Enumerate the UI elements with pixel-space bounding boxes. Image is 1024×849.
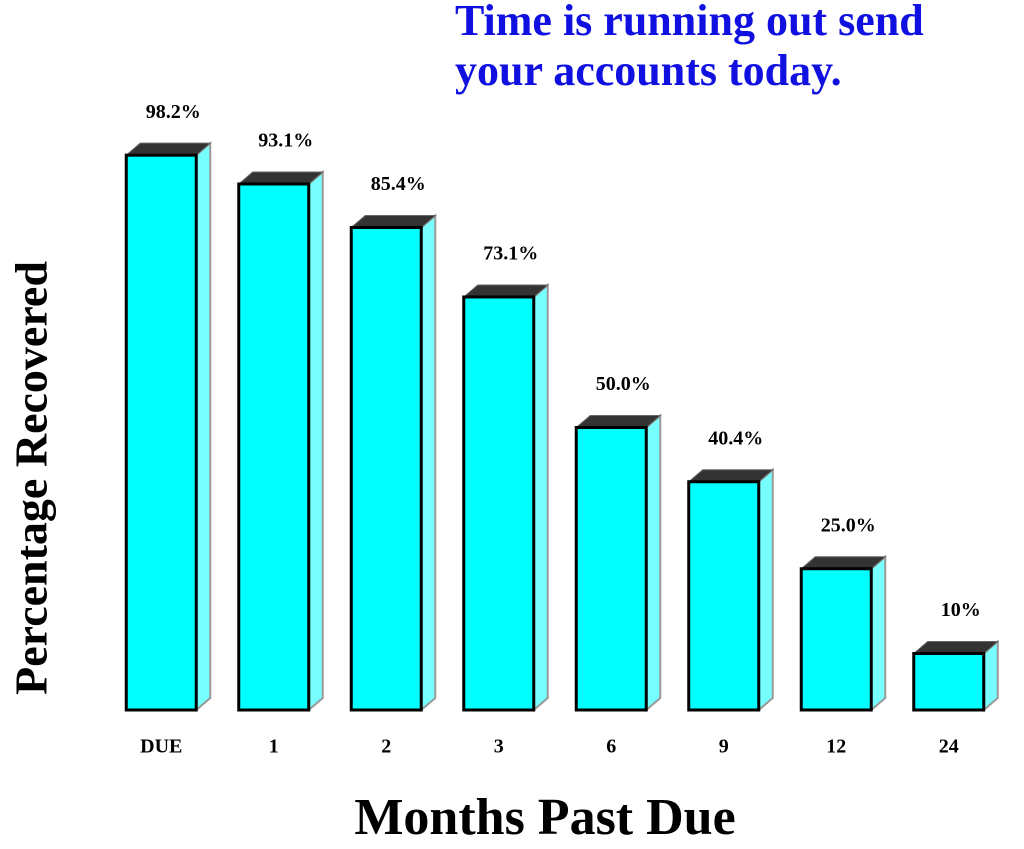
x-tick-label: 6: [606, 736, 616, 758]
x-tick-label: 2: [381, 736, 391, 758]
x-tick-label: 3: [494, 736, 504, 758]
bar: [912, 652, 986, 712]
x-axis-label: Months Past Due: [354, 789, 735, 846]
bar-side: [420, 213, 437, 713]
value-label: 98.2%: [146, 101, 201, 123]
bar: [124, 153, 198, 712]
chart-title: Time is running out send your accounts t…: [455, 0, 924, 95]
bar-top: [237, 171, 325, 185]
bar: [574, 426, 648, 712]
x-tick-label: 12: [826, 736, 846, 758]
x-tick-label: 9: [719, 736, 729, 758]
bar: [349, 225, 423, 712]
bar: [237, 182, 311, 712]
bar-top: [124, 142, 212, 156]
bar-side: [645, 413, 662, 713]
y-axis-label: Percentage Recovered: [6, 261, 57, 695]
bar-side: [307, 169, 324, 713]
bar-side: [757, 467, 774, 713]
value-label: 50.0%: [596, 373, 651, 395]
value-label: 10%: [941, 599, 981, 621]
x-tick-label: 1: [269, 736, 279, 758]
value-label: 85.4%: [371, 173, 426, 195]
bar-side: [195, 140, 212, 713]
value-label: 25.0%: [821, 514, 876, 536]
bar-top: [799, 556, 887, 570]
x-tick-label: DUE: [140, 736, 182, 758]
bar: [799, 567, 873, 712]
value-label: 73.1%: [483, 243, 538, 265]
bar-side: [870, 554, 887, 713]
bar: [687, 480, 761, 712]
bar-top: [574, 415, 662, 428]
bar-top: [349, 214, 437, 228]
value-label: 40.4%: [708, 427, 763, 449]
x-tick-label: 24: [939, 736, 959, 758]
bar-top: [462, 284, 550, 298]
bar-top: [687, 469, 775, 483]
bar: [462, 295, 536, 712]
bar-top: [912, 641, 1000, 654]
value-label: 93.1%: [258, 130, 313, 152]
bar-side: [532, 282, 549, 713]
